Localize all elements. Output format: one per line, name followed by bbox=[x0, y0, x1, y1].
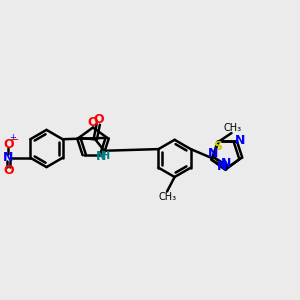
Text: H: H bbox=[100, 152, 110, 161]
Text: S: S bbox=[213, 140, 222, 153]
Text: −: − bbox=[10, 135, 19, 145]
Text: O: O bbox=[93, 113, 104, 126]
Text: CH₃: CH₃ bbox=[158, 191, 176, 202]
Text: N: N bbox=[96, 150, 106, 163]
Text: +: + bbox=[9, 133, 16, 142]
Text: N: N bbox=[217, 160, 228, 173]
Text: N: N bbox=[3, 151, 14, 164]
Text: CH₃: CH₃ bbox=[224, 123, 242, 133]
Text: O: O bbox=[3, 164, 14, 177]
Text: O: O bbox=[3, 138, 14, 151]
Text: N: N bbox=[208, 147, 218, 160]
Text: N: N bbox=[221, 157, 231, 170]
Text: N: N bbox=[235, 134, 246, 147]
Text: O: O bbox=[88, 116, 98, 129]
